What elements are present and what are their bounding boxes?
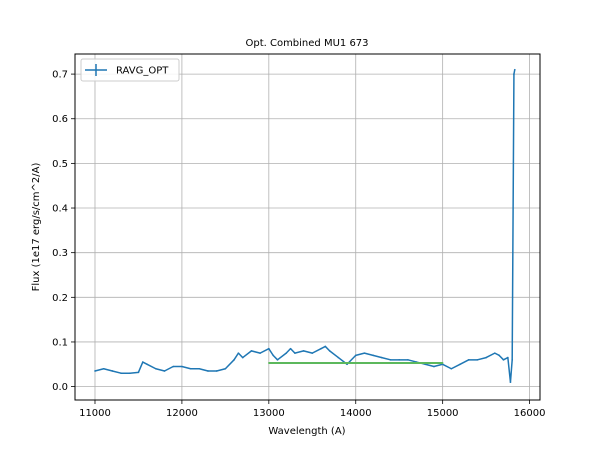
data-point bbox=[511, 359, 513, 361]
legend-entry-label: RAVG_OPT bbox=[116, 66, 169, 77]
x-tick-label: 16000 bbox=[514, 408, 546, 419]
data-point bbox=[311, 352, 314, 354]
data-point bbox=[189, 367, 192, 370]
data-point bbox=[172, 365, 175, 368]
data-point bbox=[498, 354, 500, 357]
data-point bbox=[94, 370, 96, 372]
data-point bbox=[337, 356, 340, 359]
data-point bbox=[372, 354, 374, 357]
y-tick-label: 0.7 bbox=[52, 70, 68, 81]
data-point bbox=[224, 367, 227, 370]
y-axis-label: Flux (1e17 erg/s/cm^2/A) bbox=[31, 163, 42, 292]
data-point bbox=[181, 365, 183, 368]
data-point bbox=[441, 362, 444, 364]
y-tick-label: 0.5 bbox=[52, 159, 68, 170]
plot-frame bbox=[74, 53, 541, 401]
data-point bbox=[398, 359, 400, 361]
series-layer bbox=[94, 68, 516, 383]
data-point bbox=[354, 354, 357, 357]
data-point bbox=[476, 359, 479, 361]
data-point bbox=[198, 367, 201, 370]
grid bbox=[75, 54, 540, 400]
data-point bbox=[502, 359, 505, 361]
data-point bbox=[268, 347, 270, 350]
x-tick-label: 15000 bbox=[427, 408, 459, 419]
data-point bbox=[289, 347, 292, 350]
data-point bbox=[207, 370, 209, 372]
data-point bbox=[294, 352, 296, 354]
data-point bbox=[233, 359, 235, 361]
data-point bbox=[141, 361, 144, 363]
x-tick-label: 13000 bbox=[253, 408, 285, 419]
data-point bbox=[259, 352, 261, 354]
data-point bbox=[146, 363, 148, 366]
data-point bbox=[507, 356, 509, 359]
x-axis-label: Wavelength (A) bbox=[268, 426, 345, 437]
data-point bbox=[268, 362, 270, 364]
x-tick-label: 14000 bbox=[340, 408, 372, 419]
data-point bbox=[155, 367, 157, 370]
data-point bbox=[389, 359, 392, 361]
data-point bbox=[215, 370, 218, 372]
y-tick-label: 0.6 bbox=[52, 114, 68, 125]
data-point bbox=[485, 356, 487, 359]
x-axis: 11000 12000 13000 14000 15000 16000 bbox=[79, 400, 545, 419]
data-point bbox=[241, 356, 244, 359]
data-point bbox=[494, 352, 496, 354]
legend-box bbox=[80, 58, 180, 82]
y-tick-label: 0.1 bbox=[52, 337, 68, 348]
data-point bbox=[102, 367, 105, 370]
legend: RAVG_OPT bbox=[80, 58, 180, 82]
data-point bbox=[137, 371, 140, 374]
data-point bbox=[509, 381, 512, 383]
data-point bbox=[237, 352, 240, 354]
y-tick-label: 0.2 bbox=[52, 293, 68, 304]
data-point bbox=[324, 345, 327, 348]
data-point bbox=[363, 352, 366, 354]
data-point bbox=[513, 68, 516, 71]
y-tick-label: 0.3 bbox=[52, 248, 68, 259]
x-tick-label: 11000 bbox=[79, 408, 111, 419]
data-point bbox=[163, 370, 166, 372]
y-axis: 0.0 0.1 0.2 0.3 0.4 0.5 0.6 0.7 bbox=[52, 70, 75, 393]
data-point bbox=[459, 363, 461, 366]
data-point bbox=[328, 350, 331, 352]
data-point bbox=[285, 352, 288, 354]
data-point bbox=[450, 367, 453, 370]
y-tick-label: 0.0 bbox=[52, 382, 68, 393]
chart-title: Opt. Combined MU1 673 bbox=[245, 38, 368, 49]
data-point bbox=[433, 365, 435, 368]
x-tick-label: 12000 bbox=[166, 408, 198, 419]
y-tick-label: 0.4 bbox=[52, 204, 68, 215]
data-point bbox=[276, 359, 279, 361]
data-point bbox=[320, 347, 322, 350]
data-point bbox=[302, 350, 305, 352]
data-point bbox=[407, 359, 409, 361]
data-point bbox=[111, 370, 114, 372]
data-point bbox=[381, 356, 383, 359]
data-point bbox=[272, 354, 274, 357]
data-point bbox=[250, 350, 253, 352]
data-point bbox=[467, 359, 470, 361]
data-point bbox=[128, 372, 131, 375]
data-point bbox=[120, 372, 122, 375]
data-point bbox=[513, 73, 515, 75]
